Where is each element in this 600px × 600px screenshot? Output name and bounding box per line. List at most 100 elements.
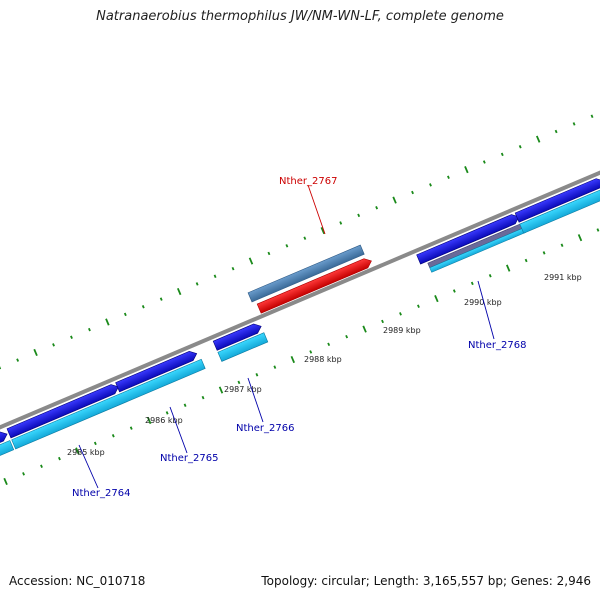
- tick-label: 2988 kbp: [304, 355, 342, 364]
- ruler-tick: [590, 114, 594, 119]
- ruler-tick: [3, 477, 8, 486]
- ruler-tick: [176, 287, 182, 296]
- cds-nther-2769[interactable]: [519, 186, 600, 234]
- ruler-tick: [392, 196, 397, 204]
- ruler-tick: [75, 447, 80, 455]
- genome-backbone: [0, 134, 600, 466]
- gene-nther-2763[interactable]: [0, 429, 9, 465]
- ruler-tick: [577, 234, 583, 242]
- ruler-tick: [488, 274, 492, 278]
- tick-label: 2987 kbp: [224, 385, 262, 394]
- gene-label-nther-2767[interactable]: Nther_2767: [279, 176, 337, 187]
- ruler-tick: [70, 335, 73, 339]
- tick-label: 2985 kbp: [67, 448, 105, 457]
- ruler-tick: [159, 297, 163, 301]
- ruler-tick: [357, 213, 361, 218]
- gene-nther-2765[interactable]: [115, 349, 199, 393]
- genome-title: Natranaerobius thermophilus JW/NM-WN-LF,…: [96, 9, 504, 24]
- gene-label-nther-2766[interactable]: Nther_2766: [236, 423, 294, 434]
- ruler-ticks-upper: [0, 114, 594, 370]
- ruler-tick: [273, 365, 277, 369]
- tick-label: 2991 kbp: [544, 273, 582, 282]
- ruler-tick: [464, 166, 469, 174]
- ruler-tick: [596, 228, 600, 232]
- label-leaders: [78, 184, 495, 489]
- ruler-tick: [470, 281, 474, 286]
- ruler-tick: [362, 325, 367, 333]
- ruler-tick: [524, 258, 528, 263]
- ruler-tick: [111, 434, 115, 438]
- ruler-tick: [165, 411, 169, 415]
- ruler-tick: [237, 380, 241, 385]
- ruler-tick: [123, 312, 127, 317]
- ruler-tick: [213, 274, 217, 279]
- ruler-tick: [248, 257, 254, 265]
- ruler-tick: [560, 243, 564, 247]
- tick-label: 2989 kbp: [383, 326, 421, 335]
- ruler-tick: [500, 152, 504, 157]
- ruler-tick: [381, 319, 384, 324]
- forward-cds: [0, 186, 600, 476]
- ruler-tick: [40, 464, 43, 468]
- genome-summary: Topology: circular; Length: 3,165,557 bp…: [261, 574, 591, 588]
- ruler-tick: [105, 318, 110, 326]
- ruler-tick: [554, 129, 558, 134]
- ruler-tick: [542, 251, 546, 255]
- ruler-labels: 2985 kbp 2986 kbp 2987 kbp 2988 kbp 2989…: [67, 273, 582, 457]
- accession-text: Accession: NC_010718: [9, 574, 146, 588]
- ruler-tick: [320, 227, 325, 235]
- ruler-tick: [255, 373, 259, 377]
- gene-nther-2766[interactable]: [212, 322, 263, 351]
- ruler-tick: [33, 348, 38, 357]
- ruler-tick: [93, 441, 97, 446]
- ruler-tick: [518, 145, 522, 149]
- ruler-tick: [285, 244, 289, 248]
- gene-nther-2767[interactable]: [256, 256, 373, 314]
- gene-label-nther-2764[interactable]: Nther_2764: [72, 488, 130, 499]
- ruler-tick: [434, 295, 439, 303]
- ruler-tick: [429, 183, 432, 187]
- ruler-tick: [309, 350, 313, 354]
- gene-nther-2769[interactable]: [514, 176, 600, 223]
- ruler-tick: [0, 365, 2, 370]
- cds-nther-2763[interactable]: [0, 440, 15, 476]
- ruler-tick: [303, 236, 307, 240]
- ruler-tick: [327, 342, 331, 347]
- ruler-tick: [417, 304, 420, 308]
- ruler-tick: [267, 251, 271, 256]
- ruler-tick: [572, 122, 576, 126]
- ruler-tick: [399, 312, 402, 316]
- gene-nther-2764[interactable]: [6, 382, 120, 439]
- forward-genes: [0, 176, 600, 465]
- ruler-tick: [231, 266, 235, 271]
- ruler-tick: [218, 386, 224, 394]
- ruler-tick: [345, 334, 349, 339]
- cds-nther-2764-2765[interactable]: [11, 358, 206, 450]
- ruler-tick: [58, 456, 61, 461]
- gene-labels: Nther_2764 Nther_2765 Nther_2766 Nther_2…: [72, 176, 526, 499]
- ruler-tick: [447, 175, 450, 179]
- ruler-tick: [411, 190, 414, 195]
- ruler-ticks-lower: [3, 228, 600, 486]
- ruler-tick: [16, 358, 20, 362]
- ruler-tick: [505, 264, 511, 272]
- tick-label: 2986 kbp: [145, 416, 183, 425]
- cds-nther-2766[interactable]: [217, 332, 269, 362]
- ruler-tick: [452, 289, 456, 293]
- ruler-tick: [147, 416, 152, 425]
- ruler-tick: [52, 343, 55, 347]
- ruler-tick: [183, 403, 187, 407]
- gene-label-nther-2765[interactable]: Nther_2765: [160, 453, 218, 464]
- gene-label-nther-2768[interactable]: Nther_2768: [468, 340, 526, 351]
- ruler-tick: [129, 426, 133, 430]
- ruler-tick: [195, 282, 199, 286]
- ruler-tick: [339, 221, 343, 225]
- ruler-tick: [535, 135, 541, 143]
- gene-nther-2768[interactable]: [416, 212, 521, 265]
- cds-nther-2767[interactable]: [247, 244, 365, 303]
- ruler-tick: [375, 205, 379, 210]
- ruler-tick: [482, 160, 486, 164]
- ruler-tick: [290, 355, 295, 364]
